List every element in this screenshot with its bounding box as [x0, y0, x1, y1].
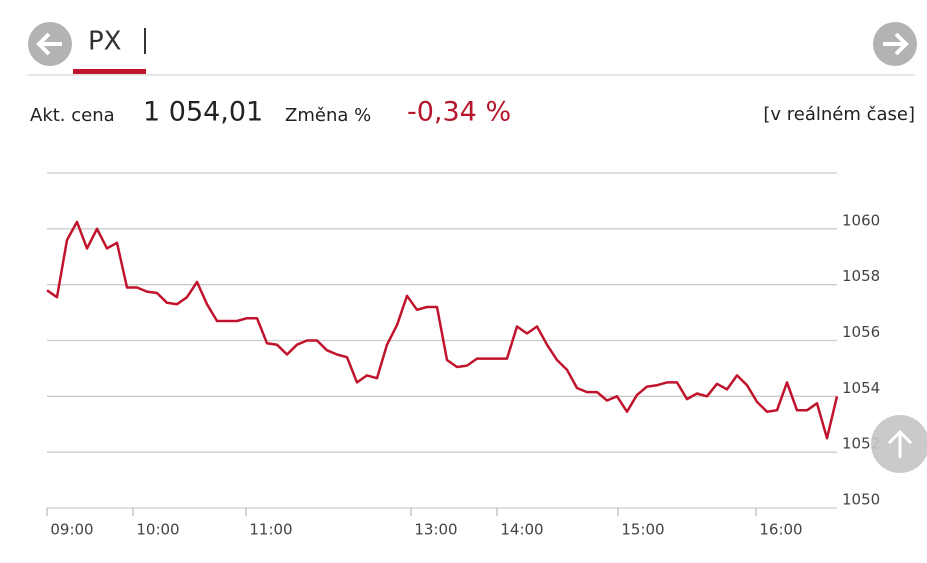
realtime-note: [v reálném čase]	[763, 104, 915, 125]
y-tick-label: 1056	[842, 323, 880, 341]
y-tick-label: 1050	[842, 491, 880, 509]
y-tick-label: 1054	[842, 379, 880, 397]
y-tick-label: 1060	[842, 211, 880, 229]
x-tick-label: 14:00	[500, 521, 543, 539]
x-tick-label: 13:00	[414, 521, 457, 539]
x-tick-label: 16:00	[759, 521, 802, 539]
prev-arrow	[36, 32, 62, 56]
change: -0,34 %	[407, 97, 511, 128]
y-tick-label: 1052	[842, 435, 880, 453]
next-arrow	[883, 32, 909, 56]
price-label: Akt. cena	[30, 105, 115, 126]
tab-label[interactable]: PX	[88, 27, 122, 57]
change-label: Změna %	[285, 105, 371, 126]
x-tick-label: 11:00	[249, 521, 292, 539]
scroll-top-arrow	[887, 429, 913, 458]
y-tick-label: 1058	[842, 267, 880, 285]
price: 1 054,01	[143, 97, 263, 128]
x-tick-label: 09:00	[50, 521, 93, 539]
tab-underline	[73, 69, 146, 74]
x-tick-label: 10:00	[136, 521, 179, 539]
price-line	[46, 220, 839, 440]
plot: 1050 1052 1054 1056 1058 1060 09:00 10:00 11:00 1…	[46, 172, 880, 539]
x-tick-label: 15:00	[621, 521, 664, 539]
